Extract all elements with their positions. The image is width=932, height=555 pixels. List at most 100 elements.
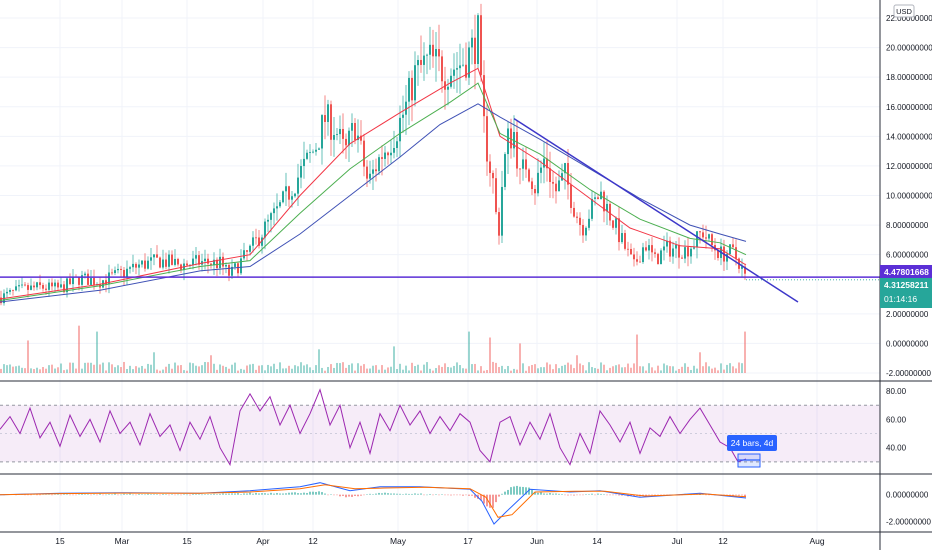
candle-body[interactable] [12, 289, 14, 291]
candle-body[interactable] [162, 259, 164, 268]
candle-body[interactable] [633, 254, 635, 260]
candle-body[interactable] [549, 168, 551, 182]
candle-body[interactable] [261, 237, 263, 246]
candle-body[interactable] [6, 291, 8, 294]
candle-body[interactable] [222, 256, 224, 267]
candle-body[interactable] [390, 152, 392, 156]
candle-body[interactable] [408, 77, 410, 102]
candle-body[interactable] [399, 117, 401, 142]
candle-body[interactable] [576, 216, 578, 218]
candle-body[interactable] [321, 115, 323, 149]
candle-body[interactable] [195, 255, 197, 259]
candle-body[interactable] [729, 244, 731, 255]
candle-body[interactable] [492, 172, 494, 179]
candle-body[interactable] [24, 284, 26, 286]
candle-body[interactable] [303, 158, 305, 167]
candle-body[interactable] [603, 191, 605, 212]
candle-body[interactable] [111, 272, 113, 274]
candle-body[interactable] [375, 169, 377, 172]
candle-body[interactable] [300, 166, 302, 178]
candle-body[interactable] [600, 191, 602, 200]
candle-body[interactable] [654, 252, 656, 254]
candle-body[interactable] [327, 104, 329, 122]
candle-body[interactable] [627, 248, 629, 250]
candle-body[interactable] [339, 128, 341, 135]
candle-body[interactable] [33, 285, 35, 288]
candle-body[interactable] [570, 184, 572, 208]
candle-body[interactable] [708, 234, 710, 239]
candle-body[interactable] [36, 282, 38, 288]
candle-body[interactable] [552, 181, 554, 184]
candle-body[interactable] [378, 157, 380, 172]
candle-body[interactable] [315, 149, 317, 152]
candle-body[interactable] [402, 114, 404, 118]
candle-body[interactable] [426, 54, 428, 56]
candle-body[interactable] [93, 278, 95, 285]
candle-body[interactable] [15, 286, 17, 291]
candle-body[interactable] [267, 219, 269, 222]
candle-body[interactable] [297, 177, 299, 194]
candle-body[interactable] [657, 253, 659, 265]
candle-body[interactable] [459, 65, 461, 69]
candle-body[interactable] [360, 135, 362, 141]
candle-body[interactable] [114, 270, 116, 274]
candle-body[interactable] [234, 263, 236, 267]
candle-body[interactable] [336, 134, 338, 136]
candle-body[interactable] [216, 259, 218, 269]
candle-body[interactable] [81, 275, 83, 285]
candle-body[interactable] [525, 159, 527, 170]
candle-body[interactable] [429, 44, 431, 55]
candle-body[interactable] [105, 280, 107, 285]
measure-tool[interactable]: 24 bars, 4d [727, 435, 777, 468]
candle-body[interactable] [243, 250, 245, 259]
candle-body[interactable] [510, 128, 512, 149]
candle-body[interactable] [138, 264, 140, 268]
candle-body[interactable] [477, 15, 479, 64]
candle-body[interactable] [294, 193, 296, 197]
candle-body[interactable] [252, 237, 254, 246]
candle-body[interactable] [255, 237, 257, 239]
candle-body[interactable] [711, 234, 713, 246]
candle-body[interactable] [726, 254, 728, 262]
candle-body[interactable] [21, 284, 23, 286]
candle-body[interactable] [372, 169, 374, 174]
candle-body[interactable] [474, 37, 476, 64]
candle-body[interactable] [30, 285, 32, 290]
candle-body[interactable] [420, 59, 422, 65]
candle-body[interactable] [285, 186, 287, 192]
candle-body[interactable] [57, 282, 59, 288]
candle-body[interactable] [582, 224, 584, 236]
candle-body[interactable] [60, 284, 62, 288]
candle-body[interactable] [546, 158, 548, 169]
candle-body[interactable] [447, 86, 449, 90]
candle-body[interactable] [9, 289, 11, 292]
price-scale[interactable]: 22.00000000 20.00000000 18.00000000 16.0000… [886, 14, 932, 526]
time-scale[interactable]: 15 Mar 15 Apr 12 May 17 Jun 14 Jul 12 Aug [55, 536, 825, 546]
candle-body[interactable] [27, 285, 29, 290]
candle-body[interactable] [744, 266, 746, 274]
candle-body[interactable] [516, 132, 518, 169]
candle-body[interactable] [174, 258, 176, 265]
candle-body[interactable] [150, 257, 152, 261]
candle-body[interactable] [228, 264, 230, 276]
candle-body[interactable] [282, 191, 284, 203]
candle-body[interactable] [213, 259, 215, 266]
candle-body[interactable] [342, 128, 344, 139]
candle-body[interactable] [264, 221, 266, 238]
candle-body[interactable] [705, 237, 707, 239]
candle-body[interactable] [690, 248, 692, 257]
candle-body[interactable] [558, 180, 560, 192]
candle-body[interactable] [486, 116, 488, 162]
candle-body[interactable] [144, 260, 146, 269]
candle-body[interactable] [615, 218, 617, 228]
candle-body[interactable] [699, 231, 701, 233]
candle-body[interactable] [597, 197, 599, 200]
candle-body[interactable] [168, 254, 170, 267]
candle-body[interactable] [171, 254, 173, 265]
candle-body[interactable] [585, 227, 587, 236]
candle-body[interactable] [249, 245, 251, 252]
candle-body[interactable] [231, 266, 233, 276]
candle-body[interactable] [147, 260, 149, 269]
candle-body[interactable] [351, 123, 353, 131]
candle-body[interactable] [126, 268, 128, 277]
